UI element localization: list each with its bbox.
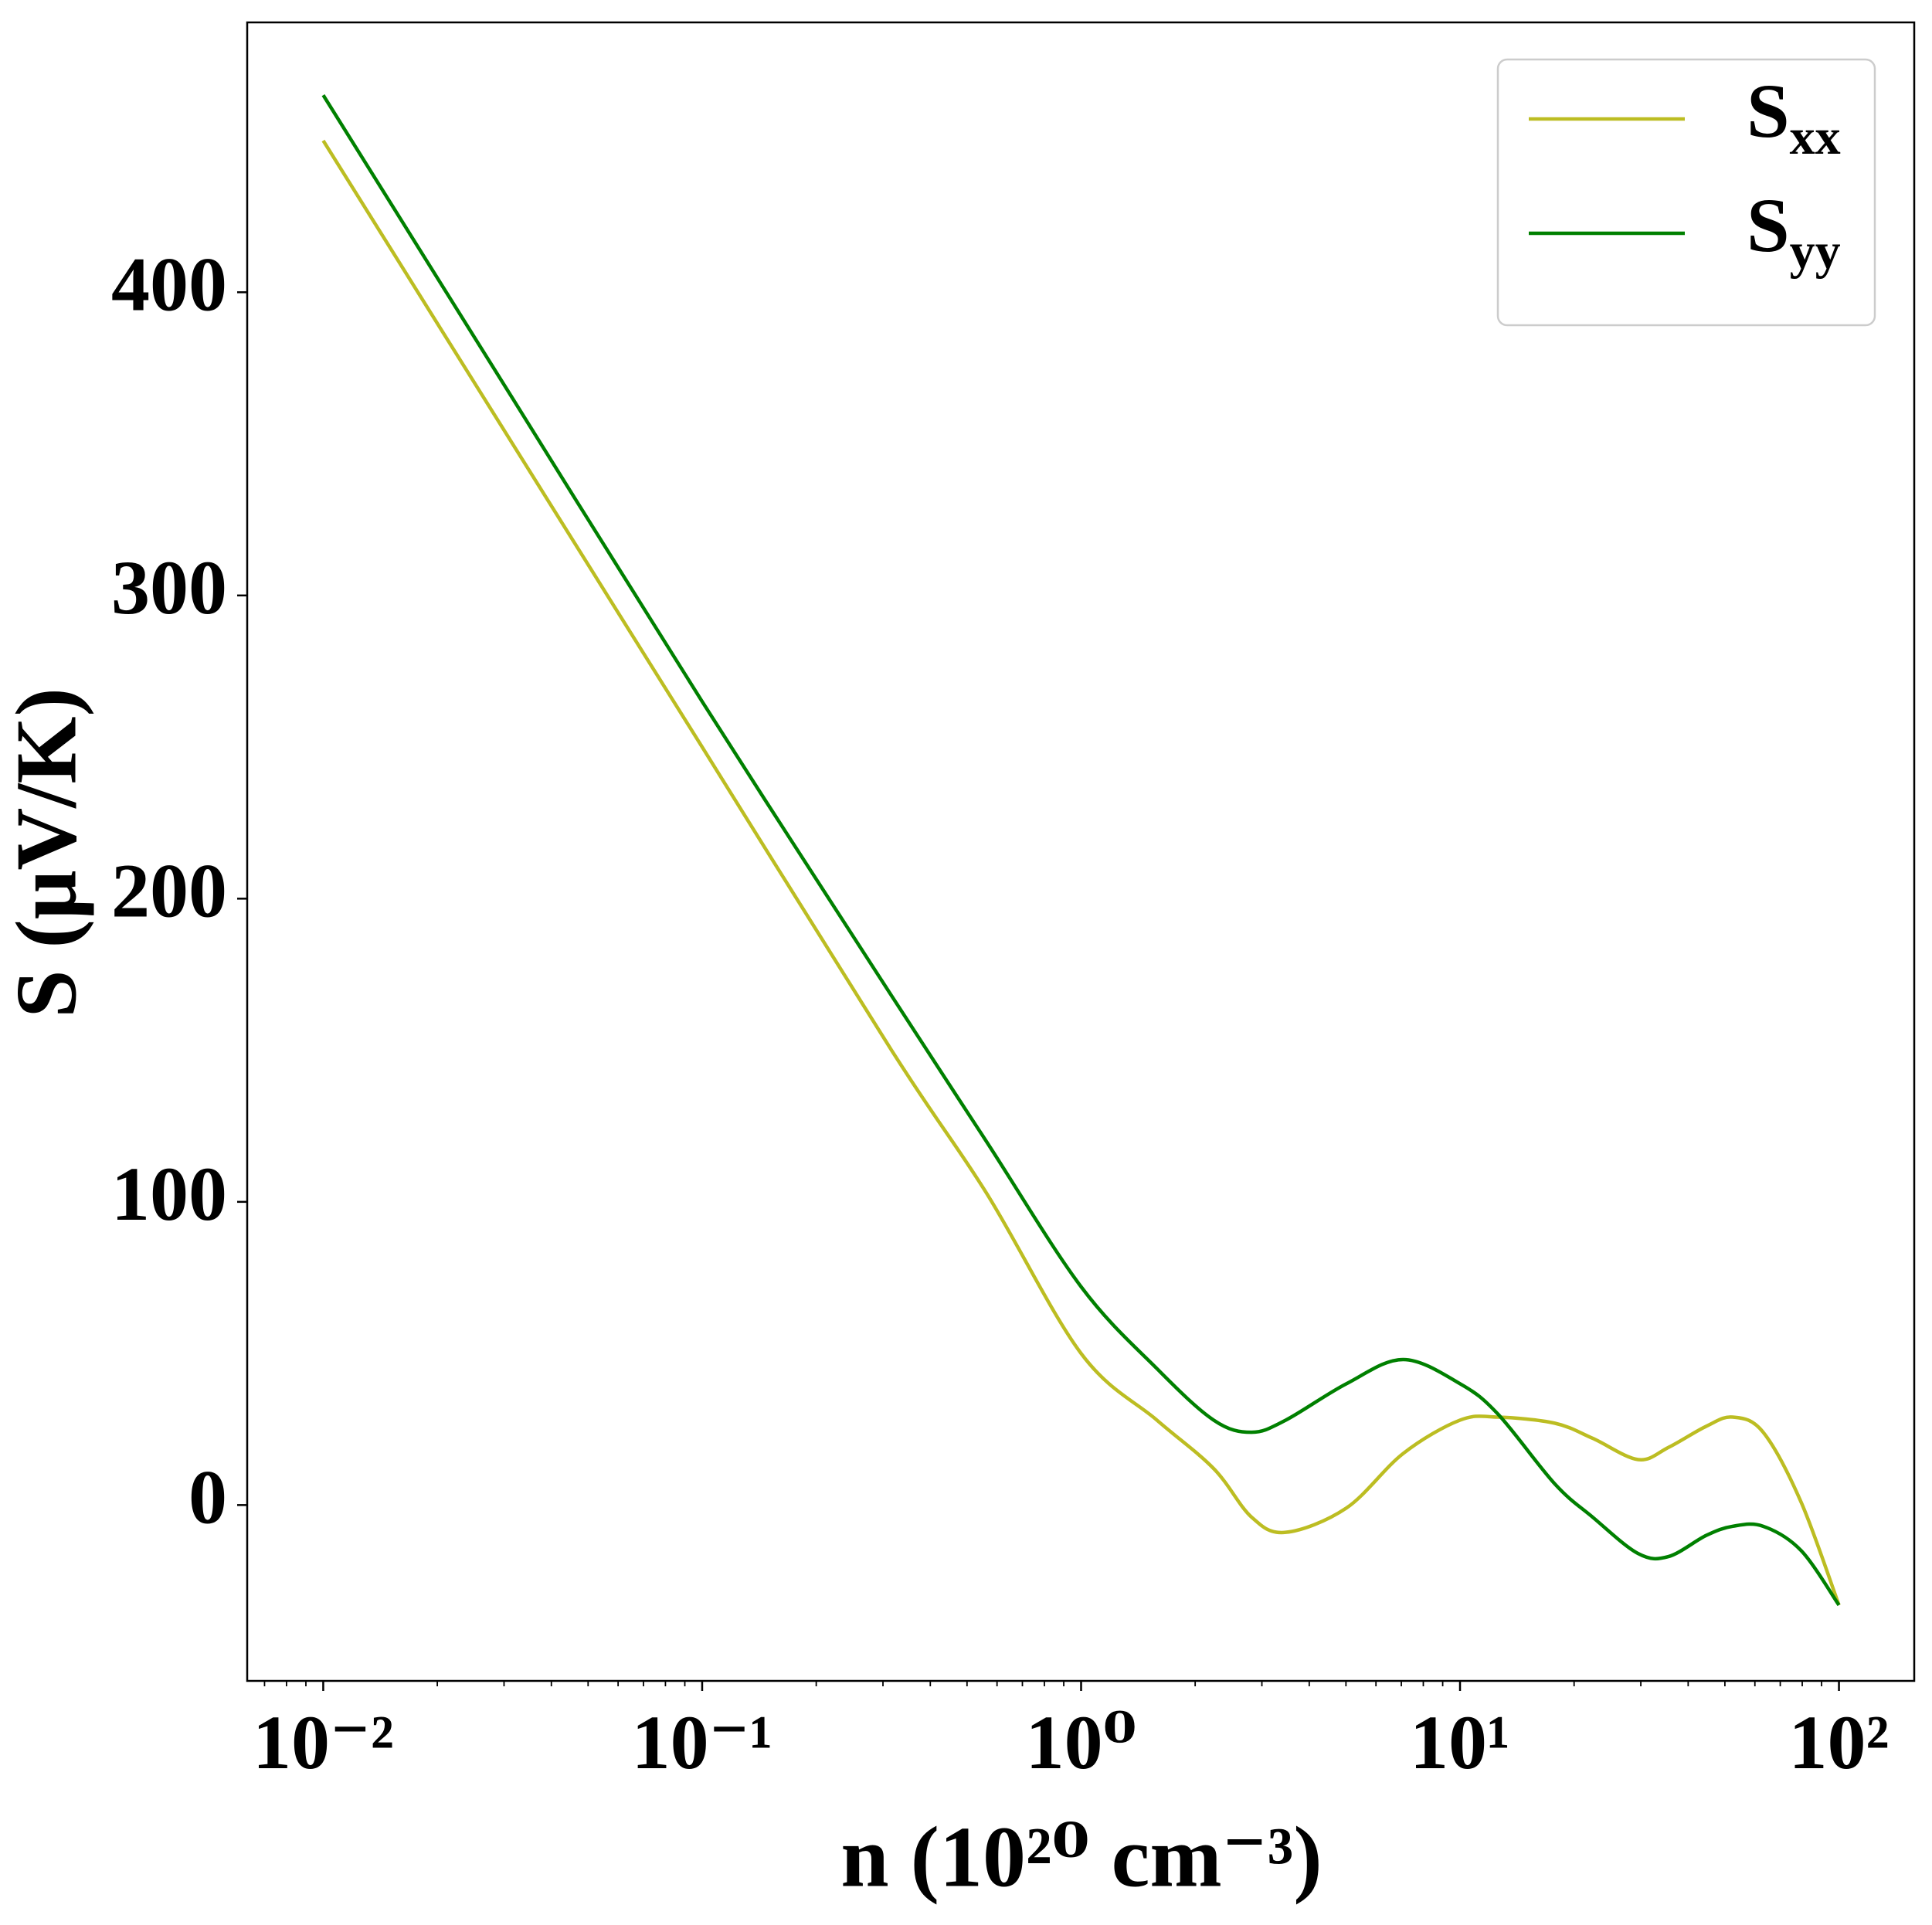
legend-label: Sxx [1747,68,1841,165]
series-line [321,139,1841,1606]
x-tick-label: 10² [1789,1699,1890,1785]
x-tick-label: 10⁰ [1026,1699,1137,1785]
y-tick-label: 400 [111,241,227,327]
x-tick-label: 10⁻¹ [632,1699,773,1785]
plot-frame [246,21,1916,1682]
x-tick-label: 10¹ [1410,1699,1510,1785]
x-axis-label: n (10²⁰ cm⁻³) [840,1810,1322,1906]
y-tick-label: 0 [188,1454,227,1540]
x-tick-label: 10⁻² [253,1699,394,1785]
y-tick-label: 200 [111,847,227,933]
legend-box [1496,58,1876,327]
y-tick-label: 300 [111,545,227,630]
y-tick-label: 100 [111,1151,227,1237]
legend-label: Syy [1747,182,1841,280]
y-axis-label: S (μV/K) [0,688,95,1018]
series-line [321,94,1841,1607]
